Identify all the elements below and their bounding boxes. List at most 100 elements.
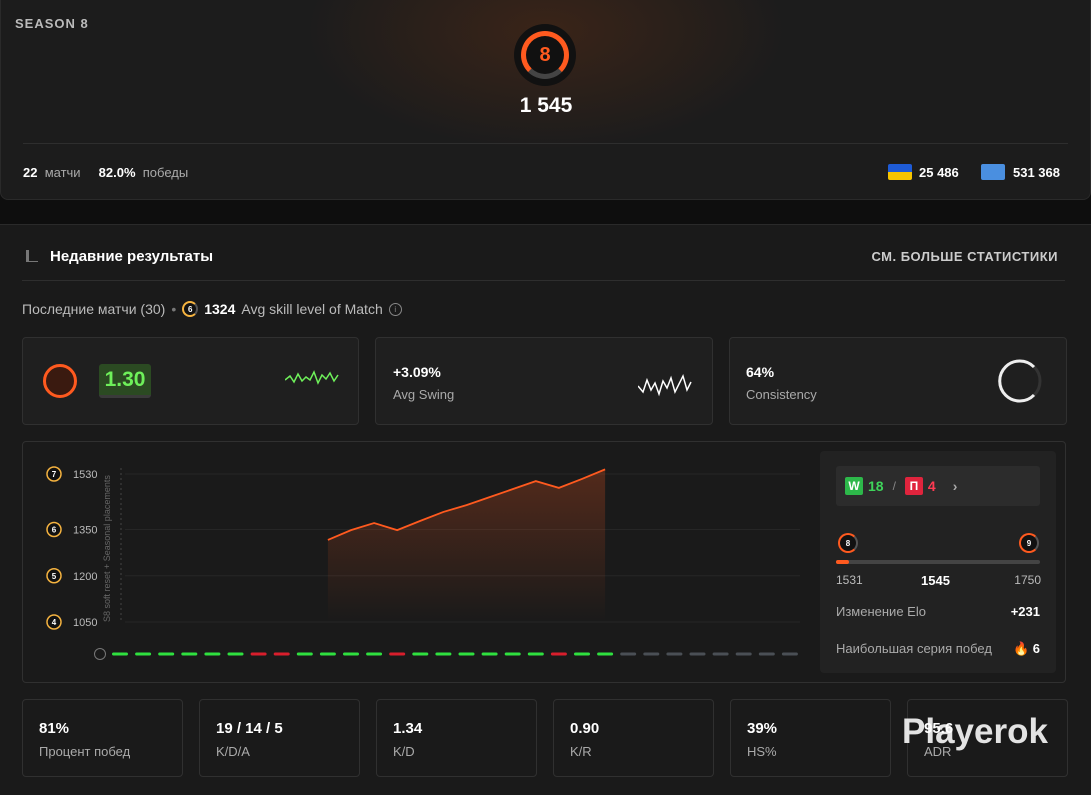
result-dash	[712, 652, 729, 656]
y-tick-label: 1200	[73, 571, 97, 583]
rating-card: 1.30	[22, 337, 359, 425]
result-dash	[181, 652, 198, 656]
result-dash	[458, 652, 475, 656]
separator: /	[892, 479, 896, 493]
level-to: 9	[1019, 533, 1039, 553]
stat-label: HS%	[747, 744, 777, 759]
result-dash	[389, 652, 406, 656]
recent-label: Последние матчи (30)	[22, 301, 166, 317]
level-icon	[46, 521, 62, 538]
season-header: SEASON 8 8 1 545 22 матчи 82.0% победы 2…	[0, 0, 1091, 200]
result-dash	[620, 652, 637, 656]
streak: 🔥 6	[1012, 641, 1040, 656]
win-loss: W 18 / П 4 ›	[836, 466, 1040, 506]
elo-progress-fill	[836, 560, 850, 564]
result-dash	[666, 652, 683, 656]
elo-from: 1531	[836, 573, 863, 587]
stat-value: 39%	[747, 720, 778, 737]
winrate-label: победы	[142, 165, 189, 180]
wins-letter: W	[845, 477, 863, 495]
region-icon	[981, 164, 1005, 180]
watermark: Playerok	[902, 712, 1048, 751]
stat-label: K/D	[393, 744, 415, 759]
result-dash	[758, 652, 775, 656]
rating-icon	[43, 364, 77, 398]
elo-change-label: Изменение Elo	[836, 604, 926, 619]
stat-value: 1.34	[393, 720, 423, 737]
elo-area	[327, 469, 606, 622]
result-dash	[227, 652, 244, 656]
country-rank: 25 486	[919, 165, 959, 180]
stat-card: 95.6 ADR	[907, 699, 1068, 777]
winrate: 82.0%	[98, 165, 136, 180]
elo-to: 1750	[1014, 573, 1041, 587]
avg-level: 6	[182, 301, 199, 317]
section-title: Недавние результаты	[50, 248, 214, 265]
stat-card: 0.90 K/R	[553, 699, 714, 777]
level-icon	[46, 614, 62, 630]
match-summary: 22 матчи 82.0% победы	[23, 165, 188, 180]
y-tick-label: 1350	[73, 525, 97, 537]
stat-card: 1.34 K/D	[376, 699, 537, 777]
avg-elo: 1324	[204, 301, 236, 317]
level-number: 8	[521, 31, 569, 79]
stat-value: 19 / 14 / 5	[216, 720, 283, 737]
result-dash	[112, 652, 128, 656]
stat-label: ADR	[924, 744, 952, 759]
y-tick-label: 1530	[73, 469, 97, 481]
level-icon-number: 6	[52, 526, 57, 535]
consistency-card: 64% Consistency	[729, 337, 1067, 425]
info-icon	[94, 648, 106, 660]
stat-card: 39% HS%	[730, 699, 891, 777]
matches-label: матчи	[44, 165, 81, 180]
result-dash	[366, 652, 383, 656]
stats-icon	[26, 250, 38, 262]
result-dash	[296, 652, 313, 656]
more-link[interactable]: СМ. БОЛЬШЕ СТАТИСТИКИ	[871, 249, 1058, 264]
stat-value: 95.6	[924, 720, 954, 737]
losses: 4	[927, 478, 936, 494]
swing-card: +3.09% Avg Swing	[375, 337, 713, 425]
level-icon	[46, 466, 62, 482]
consistency-label: Consistency	[746, 387, 817, 402]
region-rank: 531 368	[1013, 165, 1060, 180]
recent-subtitle: Последние матчи (30) • 6 1324 Avg skill l…	[22, 301, 402, 317]
stat-card: 19 / 14 / 5 K/D/A	[199, 699, 360, 777]
elo: 1 545	[519, 94, 573, 117]
season-label: SEASON 8	[15, 16, 89, 31]
streak-label: Наибольшая серия побед	[836, 641, 992, 656]
result-dash	[597, 652, 614, 656]
result-dash	[574, 652, 590, 656]
y-axis-label: S8 soft reset + Seasonal placements	[102, 475, 112, 622]
stat-label: K/R	[570, 744, 592, 759]
divider	[22, 280, 1065, 281]
swing-label: Avg Swing	[393, 387, 455, 402]
sparkline	[285, 370, 339, 385]
losses-letter: П	[904, 477, 923, 495]
divider	[23, 143, 1068, 144]
result-dash	[343, 652, 359, 656]
streak-value: 6	[1032, 641, 1040, 656]
result-dash	[319, 652, 336, 656]
result-dash	[504, 652, 521, 656]
result-dash	[273, 652, 290, 656]
level-icon	[46, 568, 62, 584]
matches: 22	[23, 165, 38, 180]
stat-card: 81% Процент побед	[22, 699, 183, 777]
consistency-value: 64%	[746, 364, 775, 380]
swing-value: +3.09%	[393, 364, 441, 380]
avg-label: Avg skill level of Match	[241, 301, 383, 317]
rating-value: 1.30	[99, 364, 151, 398]
country-flag	[888, 164, 912, 180]
result-dash	[689, 652, 706, 656]
level-from: 8	[838, 533, 858, 553]
elo-change: +231	[1010, 604, 1040, 619]
level-icon-number: 5	[52, 572, 57, 581]
result-dash	[204, 652, 221, 656]
expand-arrow[interactable]: ›	[952, 478, 958, 494]
result-dash	[135, 652, 152, 656]
result-dash	[158, 652, 175, 656]
result-dash	[435, 652, 452, 656]
elo-progress-track	[836, 560, 1040, 564]
